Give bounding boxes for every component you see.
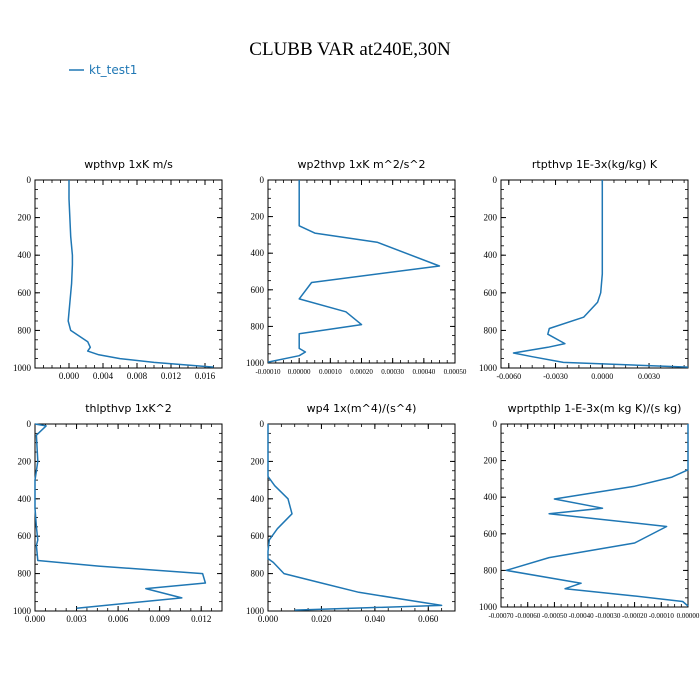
y-tick-label: 0: [493, 419, 498, 429]
y-tick-label: 800: [251, 569, 265, 579]
x-tick-label: -0.00020: [622, 612, 648, 620]
x-tick-label: 0.00010: [319, 368, 342, 376]
y-tick-label: 800: [18, 569, 32, 579]
series-line: [505, 424, 689, 607]
series-line: [267, 424, 443, 611]
x-tick-label: -0.00040: [569, 612, 595, 620]
panel-title: wprtpthlp 1-E-3x(m kg K)/(s kg): [508, 402, 682, 415]
panel-title: wpthvp 1xK m/s: [84, 158, 173, 171]
x-tick-label: 0.0030: [638, 372, 660, 381]
x-tick-label: 0.000: [59, 371, 80, 381]
y-tick-label: 600: [251, 531, 265, 541]
x-tick-label: -0.0060: [496, 372, 521, 381]
series-line: [67, 180, 214, 368]
x-tick-label: 0.009: [150, 614, 171, 624]
x-tick-label: 0.006: [108, 614, 129, 624]
y-tick-label: 200: [18, 213, 32, 223]
panel-1: wpthvp 1xK m/s 0 200 400 600 800 1000 0.000 0.00…: [13, 158, 223, 381]
plot-frame: [34, 179, 223, 369]
series-line: [34, 423, 207, 609]
y-tick-label: 1000: [479, 602, 498, 612]
x-tick-label: -0.0030: [543, 372, 568, 381]
x-tick-label: 0.00020: [350, 368, 373, 376]
x-tick-label: 0.012: [191, 614, 211, 624]
x-tick-label: -0.00060: [515, 612, 541, 620]
y-tick-label: 200: [18, 456, 32, 466]
y-tick-label: 400: [251, 248, 265, 258]
y-tick-label: 600: [18, 288, 32, 298]
plot-frame: [500, 179, 689, 369]
panel-2: wp2thvp 1xK m^2/s^2 0 200 400 600 800 1000-0.0…: [246, 158, 467, 376]
x-tick-label: 0.040: [365, 614, 386, 624]
panel-3: rtpthvp 1E-3x(kg/kg) K02004006008001000-…: [479, 158, 689, 381]
y-tick-label: 800: [251, 321, 265, 331]
y-tick-label: 600: [18, 531, 32, 541]
x-tick-label: 0.020: [311, 614, 332, 624]
x-tick-label: 0.003: [66, 614, 87, 624]
plot-frame: [267, 423, 456, 612]
y-tick-label: 600: [484, 529, 498, 539]
y-tick-label: 800: [18, 325, 32, 335]
y-tick-label: 1000: [246, 606, 265, 616]
x-tick-label: 0.004: [93, 371, 114, 381]
y-tick-label: 600: [251, 285, 265, 295]
series-line: [512, 180, 689, 368]
x-tick-label: -0.00010: [649, 612, 675, 620]
x-tick-label: 0.016: [195, 371, 216, 381]
y-tick-label: 200: [484, 456, 498, 466]
y-tick-label: 0: [260, 175, 265, 185]
y-tick-label: 1000: [13, 363, 32, 373]
panel-title: wp2thvp 1xK m^2/s^2: [297, 158, 425, 171]
x-tick-label: 0.000: [258, 614, 279, 624]
x-tick-label: 0.012: [161, 371, 181, 381]
x-tick-label: 0.0000: [591, 372, 613, 381]
y-tick-label: 200: [484, 213, 498, 223]
y-tick-label: 400: [484, 492, 498, 502]
y-tick-label: 600: [484, 288, 498, 298]
series-line: [267, 180, 441, 363]
y-tick-label: 400: [18, 250, 32, 260]
panel-title: wp4 1x(m^4)/(s^4): [307, 402, 417, 415]
x-tick-label: 0.00000: [677, 612, 700, 620]
figure-title: CLUBB VAR at240E,30N: [249, 39, 451, 60]
y-tick-label: 200: [251, 456, 265, 466]
legend-label: kt_test1: [89, 63, 137, 77]
x-tick-label: -0.00010: [255, 368, 281, 376]
y-tick-label: 0: [27, 175, 32, 185]
y-tick-label: 400: [18, 494, 32, 504]
x-tick-label: 0.00040: [412, 368, 435, 376]
panel-6: wprtpthlp 1-E-3x(m kg K)/(s kg) 0 200 400 60…: [479, 402, 700, 620]
y-tick-label: 1000: [246, 358, 265, 368]
y-tick-label: 200: [251, 212, 265, 222]
y-tick-label: 0: [493, 175, 498, 185]
legend: kt_test1: [69, 63, 137, 77]
x-tick-label: 0.00030: [381, 368, 404, 376]
y-tick-label: 0: [260, 419, 265, 429]
x-tick-label: -0.00070: [488, 612, 514, 620]
y-tick-label: 800: [484, 565, 498, 575]
plot-frame: [267, 179, 456, 364]
y-tick-label: 400: [484, 250, 498, 260]
x-tick-label: 0.000: [25, 614, 46, 624]
plot-frame: [500, 423, 689, 608]
y-tick-label: 0: [27, 419, 32, 429]
y-tick-label: 400: [251, 494, 265, 504]
x-tick-label: -0.00050: [542, 612, 568, 620]
y-tick-label: 800: [484, 325, 498, 335]
plot-frame: [34, 423, 223, 612]
x-tick-label: 0.060: [418, 614, 439, 624]
panel-title: rtpthvp 1E-3x(kg/kg) K: [532, 158, 658, 171]
y-tick-label: 1000: [479, 363, 498, 373]
y-tick-label: 1000: [13, 606, 32, 616]
panel-title: thlpthvp 1xK^2: [85, 402, 172, 415]
x-tick-label: 0.00050: [444, 368, 467, 376]
x-tick-label: 0.008: [127, 371, 148, 381]
x-tick-label: -0.00030: [595, 612, 621, 620]
x-tick-label: 0.00000: [288, 368, 311, 376]
